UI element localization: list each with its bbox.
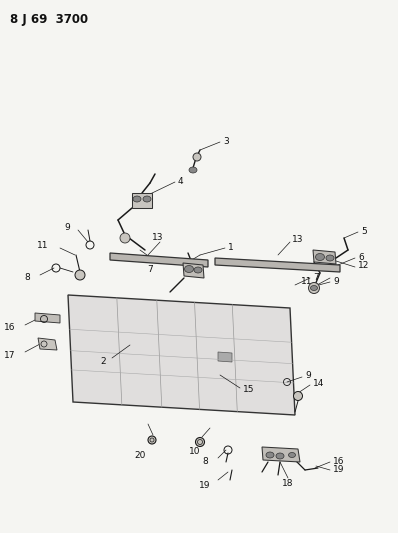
Circle shape bbox=[120, 233, 130, 243]
Text: 20: 20 bbox=[134, 450, 146, 459]
Ellipse shape bbox=[194, 267, 202, 273]
Text: 8: 8 bbox=[24, 273, 30, 282]
Ellipse shape bbox=[276, 453, 284, 459]
Text: 10: 10 bbox=[189, 448, 201, 456]
Ellipse shape bbox=[326, 255, 334, 261]
Circle shape bbox=[75, 270, 85, 280]
Text: 8: 8 bbox=[202, 457, 208, 466]
Text: 12: 12 bbox=[358, 262, 369, 271]
Ellipse shape bbox=[266, 452, 274, 458]
Text: 7: 7 bbox=[313, 272, 319, 281]
Text: 14: 14 bbox=[313, 378, 324, 387]
Text: 13: 13 bbox=[292, 236, 304, 245]
Text: 9: 9 bbox=[333, 277, 339, 286]
Text: 19: 19 bbox=[199, 481, 210, 489]
Text: 2: 2 bbox=[100, 358, 105, 367]
Circle shape bbox=[193, 153, 201, 161]
Text: 7: 7 bbox=[147, 265, 153, 274]
Ellipse shape bbox=[133, 196, 141, 202]
Text: 11: 11 bbox=[300, 278, 312, 287]
Polygon shape bbox=[218, 352, 232, 362]
Ellipse shape bbox=[189, 167, 197, 173]
Text: 4: 4 bbox=[178, 176, 183, 185]
Ellipse shape bbox=[143, 196, 151, 202]
Circle shape bbox=[148, 436, 156, 444]
Text: 19: 19 bbox=[333, 465, 345, 474]
Polygon shape bbox=[132, 193, 152, 208]
Circle shape bbox=[293, 392, 302, 400]
Polygon shape bbox=[68, 295, 295, 415]
Polygon shape bbox=[38, 338, 57, 350]
Polygon shape bbox=[313, 250, 336, 264]
Text: 1: 1 bbox=[228, 244, 234, 253]
Polygon shape bbox=[215, 258, 340, 272]
Ellipse shape bbox=[316, 254, 324, 261]
Text: 5: 5 bbox=[361, 227, 367, 236]
Text: 15: 15 bbox=[243, 384, 254, 393]
Circle shape bbox=[195, 438, 205, 447]
Text: 17: 17 bbox=[4, 351, 15, 359]
Text: 3: 3 bbox=[223, 136, 229, 146]
Text: 18: 18 bbox=[282, 479, 294, 488]
Polygon shape bbox=[183, 263, 204, 278]
Text: 16: 16 bbox=[333, 456, 345, 465]
Ellipse shape bbox=[289, 453, 295, 457]
Polygon shape bbox=[262, 447, 300, 462]
Text: 13: 13 bbox=[152, 233, 164, 243]
Text: 9: 9 bbox=[305, 370, 311, 379]
Text: 9: 9 bbox=[64, 222, 70, 231]
Ellipse shape bbox=[185, 265, 193, 272]
Circle shape bbox=[308, 282, 320, 294]
Ellipse shape bbox=[310, 286, 318, 290]
Polygon shape bbox=[35, 313, 60, 323]
Polygon shape bbox=[110, 253, 208, 267]
Text: 6: 6 bbox=[358, 253, 364, 262]
Text: 8 J 69  3700: 8 J 69 3700 bbox=[10, 13, 88, 27]
Text: 16: 16 bbox=[4, 324, 15, 333]
Text: 11: 11 bbox=[37, 241, 48, 251]
